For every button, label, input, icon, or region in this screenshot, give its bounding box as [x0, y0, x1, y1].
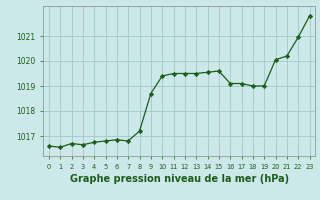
X-axis label: Graphe pression niveau de la mer (hPa): Graphe pression niveau de la mer (hPa) [70, 174, 289, 184]
